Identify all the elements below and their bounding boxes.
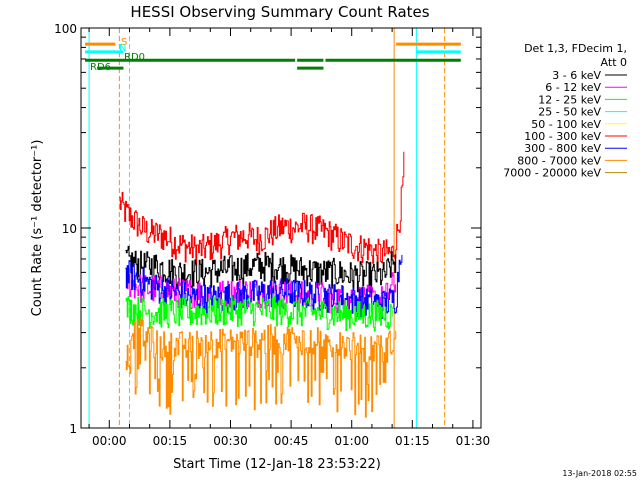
flag-label-2: RD0 — [124, 52, 145, 63]
series-line-3 — [125, 254, 403, 319]
legend-title-line1: Det 1,3, FDecim 1, — [524, 42, 627, 55]
y-tick-label-2: 100 — [54, 22, 77, 36]
legend-entry-label-1: 6 - 12 keV — [545, 81, 601, 94]
series-line-2 — [125, 267, 397, 316]
flag-label-3: RD6 — [90, 62, 111, 73]
flag-label-1: N — [119, 43, 126, 54]
series-line-1 — [125, 245, 397, 293]
chart-title: HESSI Observing Summary Count Rates — [130, 3, 429, 21]
x-tick-label-0: 00:00 — [92, 434, 127, 448]
x-axis-label: Start Time (12-Jan-18 23:53:22) — [173, 457, 381, 472]
footer-timestamp: 13-Jan-2018 02:55 — [562, 469, 637, 478]
x-tick-label-1: 00:15 — [153, 434, 188, 448]
legend-entry-label-5: 100 - 300 keV — [524, 130, 601, 143]
y-tick-label-1: 10 — [62, 222, 77, 236]
x-tick-label-5: 01:15 — [395, 434, 430, 448]
x-tick-label-3: 00:45 — [274, 434, 309, 448]
y-axis-label: Count Rate (s⁻¹ detector⁻¹) — [30, 140, 45, 317]
series-line-5 — [125, 318, 397, 418]
legend-entry-label-2: 12 - 25 keV — [538, 93, 601, 106]
series-line-4 — [125, 295, 393, 332]
y-tick-label-0: 1 — [69, 422, 77, 436]
x-tick-label-2: 00:30 — [213, 434, 248, 448]
legend-entry-label-0: 3 - 6 keV — [552, 69, 601, 82]
legend-entry-label-6: 300 - 800 keV — [524, 142, 601, 155]
legend-entry-label-8: 7000 - 20000 keV — [503, 167, 601, 180]
legend-entry-label-4: 50 - 100 keV — [531, 118, 601, 131]
series-line-0 — [119, 151, 405, 269]
x-tick-label-6: 01:30 — [456, 434, 491, 448]
flag-label-0: S — [121, 37, 127, 48]
legend-entry-label-3: 25 - 50 keV — [538, 106, 601, 119]
legend-entry-label-7: 800 - 7000 keV — [517, 154, 601, 167]
axes: 00:00 00:15 00:30 00:45 01:00 01:15 01:30 1 10 10… — [54, 22, 490, 448]
legend-title-line2: Att 0 — [601, 56, 627, 69]
x-tick-label-4: 01:00 — [334, 434, 369, 448]
